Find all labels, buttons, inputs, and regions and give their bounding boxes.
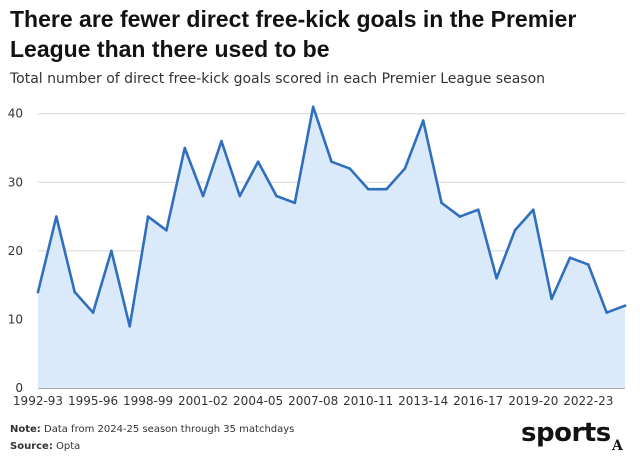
area-layer [38,106,625,389]
x-tick-label: 1992-93 [13,394,63,408]
data-point [568,256,572,260]
x-tick-label: 1995-96 [68,394,118,408]
source-credit: Source: Opta [10,441,80,452]
line-layer [36,105,627,328]
y-axis-ticks: 0 10 20 30 40 [8,107,23,395]
data-point [605,311,608,314]
x-tick-label: 2007-08 [288,394,338,408]
data-point [55,215,58,218]
data-point [275,194,278,198]
x-axis-ticks: 1992-93 1995-96 1998-99 2001-02 2004-05 2007-… [13,394,613,408]
y-tick-label: 20 [8,244,23,258]
source-label: Source: [10,441,53,452]
data-point [110,249,113,253]
footnote: Note: Data from 2024-25 season through 3… [10,424,294,435]
data-point [256,160,260,164]
data-point [146,215,150,218]
data-point [128,324,132,328]
note-label: Note: [10,424,41,435]
data-point [311,105,315,109]
data-point [348,167,352,170]
data-point [458,215,462,218]
x-tick-label: 2010-11 [343,394,393,408]
line-chart: 0 10 20 30 40 1992-93 1995-96 1998-99 2001-02 20… [8,105,627,408]
data-point [165,228,168,232]
sports-logo: sports [521,418,611,448]
data-point [366,187,370,191]
y-tick-label: 40 [8,107,23,121]
x-tick-label: 2019-20 [508,394,558,408]
x-tick-label: 2022-23 [563,394,613,408]
x-tick-label: 1998-99 [123,394,173,408]
data-point [531,208,535,212]
data-point [183,146,187,150]
data-point [587,263,590,266]
data-point [220,139,223,143]
chart-title: There are fewer direct free-kick goals i… [10,6,577,62]
y-tick-label: 30 [8,175,23,189]
data-point [403,167,407,170]
area-fill [38,106,625,389]
data-point [293,201,297,205]
data-point [238,194,242,198]
data-point [36,290,40,294]
data-point [440,201,443,205]
data-point [385,187,388,191]
data-point [201,194,205,198]
data-point [330,160,333,164]
y-tick-label: 0 [15,381,23,395]
data-point [550,297,553,301]
athletic-logo-mark: A [612,438,623,454]
data-point [623,304,627,308]
data-point [421,119,425,122]
x-tick-label: 2016-17 [453,394,503,408]
data-point [495,276,498,280]
note-text: Data from 2024-25 season through 35 matc… [40,424,295,435]
data-point [513,228,517,232]
data-point [476,208,480,212]
chart-subtitle: Total number of direct free-kick goals s… [10,71,546,87]
y-tick-label: 10 [8,312,23,326]
x-tick-label: 2013-14 [398,394,448,408]
data-point [91,311,95,314]
x-tick-label: 2001-02 [178,394,228,408]
data-point [73,290,76,294]
x-tick-label: 2004-05 [233,394,283,408]
source-text: Opta [52,441,81,452]
